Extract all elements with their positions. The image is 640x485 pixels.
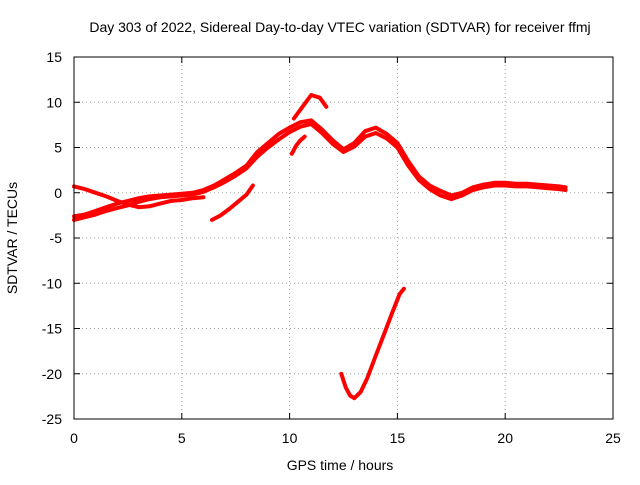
y-tick-label: 10 [46, 94, 62, 110]
series-layer [72, 93, 568, 401]
y-tick-label: -10 [42, 275, 62, 291]
x-tick-label: 20 [497, 430, 513, 446]
series-line-arc-4 [210, 183, 255, 222]
y-tick-label: -25 [42, 411, 62, 427]
series-line-arc-5 [291, 93, 329, 121]
y-tick-label: 5 [54, 140, 62, 156]
x-axis-label: GPS time / hours [287, 457, 394, 473]
y-tick-label: -5 [50, 230, 63, 246]
chart-title: Day 303 of 2022, Sidereal Day-to-day VTE… [89, 19, 590, 35]
x-tick-label: 15 [390, 430, 406, 446]
grid [74, 57, 613, 419]
series-line-arc-2 [72, 118, 568, 219]
y-axis-label: SDTVAR / TECUs [4, 182, 20, 294]
x-tick-label: 0 [70, 430, 78, 446]
series-line-arc-1 [72, 184, 206, 210]
y-tick-label: -15 [42, 321, 62, 337]
x-tick-label: 25 [605, 430, 621, 446]
series-line-arc-3 [72, 122, 568, 222]
y-tick-label: -20 [42, 366, 62, 382]
y-tick-label: 0 [54, 185, 62, 201]
ticks: 0 5 10 15 20 25 -25 -20 -15 -10 -5 0 5 10 15 [42, 49, 621, 446]
x-tick-label: 5 [178, 430, 186, 446]
series-line-arc-6 [289, 134, 307, 156]
series-line-arc-7 [339, 286, 406, 401]
x-tick-label: 10 [282, 430, 298, 446]
y-tick-label: 15 [46, 49, 62, 65]
